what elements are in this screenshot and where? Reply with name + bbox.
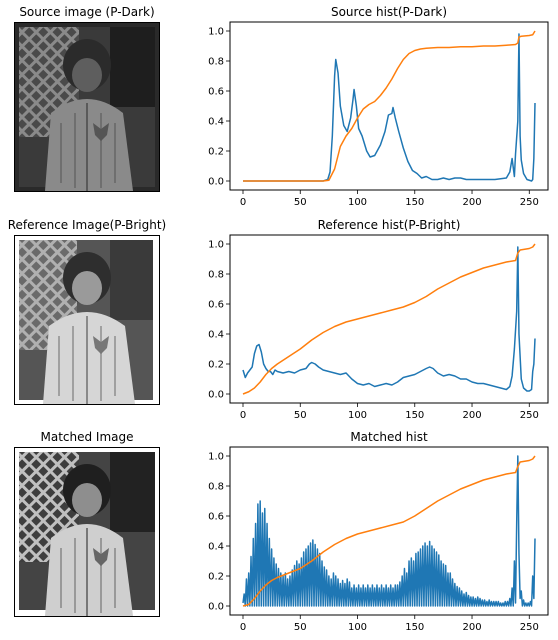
matched-hist-xtick-label: 250: [520, 622, 539, 633]
source-hist-ytick-label: 1.0: [208, 27, 224, 38]
matched-hist-ytick-label: 0.4: [208, 542, 224, 553]
matched-hist-cdf-line: [242, 455, 536, 607]
source-hist-ytick-label: 0.8: [208, 57, 224, 68]
matched-hist-ytick-label: 0.6: [208, 512, 224, 523]
source-hist-xtick-label: 150: [405, 197, 424, 208]
reference-hist-axes-frame: [229, 234, 549, 404]
matched-hist-ytick-label: 0.2: [208, 572, 224, 583]
source-hist-histogram-line: [243, 33, 536, 182]
reference-hist-ytick-label: 0.8: [208, 270, 224, 281]
source-hist-axes-frame: [229, 21, 549, 191]
matched-hist-xtick-label: 200: [462, 622, 481, 633]
source-hist-title: Source hist(P-Dark): [331, 5, 447, 19]
source-hist-ytick-label: 0.2: [208, 147, 224, 158]
reference-hist-title: Reference hist(P-Bright): [318, 218, 461, 232]
reference-hist-xtick-label: 0: [240, 410, 246, 421]
matched-image: [14, 447, 160, 617]
source-hist-xtick-label: 0: [240, 197, 246, 208]
reference-hist-xtick-label: 100: [348, 410, 367, 421]
matched-hist-ytick-label: 0.8: [208, 482, 224, 493]
reference-hist-ytick-label: 0.6: [208, 300, 224, 311]
reference-image: [14, 235, 160, 405]
source-hist-ytick-label: 0.4: [208, 117, 224, 128]
reference-hist-xtick-label: 150: [405, 410, 424, 421]
matched-hist-title: Matched hist: [350, 430, 428, 444]
reference-hist-ytick-label: 1.0: [208, 240, 224, 251]
matched-hist-xtick-label: 50: [294, 622, 307, 633]
matched-image-title: Matched Image: [40, 430, 134, 444]
source-hist-cdf-line: [243, 30, 536, 182]
matched-hist-ytick-label: 0.0: [208, 602, 224, 613]
source-image: [14, 22, 160, 192]
reference-hist-ytick-label: 0.0: [208, 390, 224, 401]
reference-hist-ytick-label: 0.4: [208, 330, 224, 341]
matched-hist-ytick-label: 1.0: [208, 452, 224, 463]
reference-hist-xtick-label: 250: [520, 410, 539, 421]
reference-hist-xtick-label: 50: [294, 410, 307, 421]
source-hist-xtick-label: 200: [462, 197, 481, 208]
matched-hist-xtick-label: 0: [240, 622, 246, 633]
matched-hist-xtick-label: 100: [348, 622, 367, 633]
source-hist-ytick-label: 0.6: [208, 87, 224, 98]
matched-hist-xtick-label: 150: [405, 622, 424, 633]
reference-hist-histogram-line: [242, 246, 536, 392]
matched-hist-histogram-line: [242, 455, 536, 607]
source-hist-xtick-label: 250: [520, 197, 539, 208]
reference-hist-xtick-label: 200: [462, 410, 481, 421]
source-image-title: Source image (P-Dark): [19, 5, 155, 19]
reference-image-title: Reference Image(P-Bright): [7, 218, 167, 232]
matched-hist-axes-frame: [229, 446, 549, 616]
source-hist-xtick-label: 100: [348, 197, 367, 208]
reference-hist-cdf-line: [242, 243, 536, 395]
source-hist-ytick-label: 0.0: [208, 177, 224, 188]
source-hist-xtick-label: 50: [294, 197, 307, 208]
reference-hist-ytick-label: 0.2: [208, 360, 224, 371]
